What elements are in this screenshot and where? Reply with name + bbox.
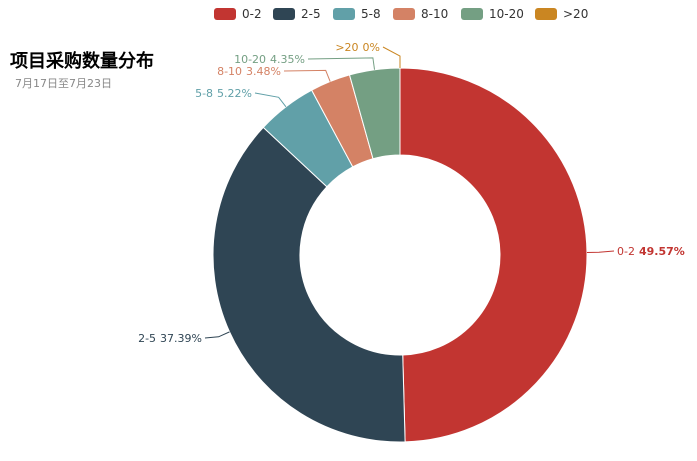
data-label-2: 5-8 5.22% <box>195 87 252 100</box>
chart-subtitle: 7月17日至7月23日 <box>15 77 112 90</box>
data-label-5: >20 0% <box>335 41 380 54</box>
data-label-category: 8-10 <box>217 65 242 78</box>
legend-item-2[interactable]: 5-8 <box>333 7 381 21</box>
legend-swatch <box>393 8 415 20</box>
data-label-1: 2-5 37.39% <box>138 332 202 345</box>
chart-title: 项目采购数量分布 <box>10 51 154 72</box>
pie-slice-1[interactable] <box>212 126 406 443</box>
data-label-value: 4.35% <box>270 53 305 66</box>
legend-label: 10-20 <box>489 7 524 21</box>
legend-swatch <box>214 8 236 20</box>
legend-swatch <box>333 8 355 20</box>
legend-label: 0-2 <box>242 7 262 21</box>
legend-item-0[interactable]: 0-2 <box>214 7 262 21</box>
legend-item-1[interactable]: 2-5 <box>273 7 321 21</box>
label-leader-line <box>382 46 401 68</box>
data-label-4: 10-20 4.35% <box>234 53 305 66</box>
data-label-value: 5.22% <box>217 87 252 100</box>
data-label-value: 0% <box>363 41 380 54</box>
legend-item-3[interactable]: 8-10 <box>393 7 448 21</box>
pie-slice-4[interactable] <box>348 67 401 160</box>
label-leader-line <box>586 250 615 253</box>
data-label-3: 8-10 3.48% <box>217 65 281 78</box>
legend-swatch <box>535 8 557 20</box>
data-label-0: 0-2 49.57% <box>617 245 685 258</box>
label-leader-line <box>283 69 331 82</box>
legend: 0-2 2-5 5-8 8-10 10-20 >20 <box>0 7 697 25</box>
legend-label: 2-5 <box>301 7 321 21</box>
data-label-category: 2-5 <box>138 332 156 345</box>
data-label-category: 10-20 <box>234 53 266 66</box>
data-label-category: 0-2 <box>617 245 635 258</box>
data-label-value: 3.48% <box>246 65 281 78</box>
data-label-value: 37.39% <box>160 332 202 345</box>
legend-label: 5-8 <box>361 7 381 21</box>
label-leader-line <box>307 57 376 70</box>
legend-item-4[interactable]: 10-20 <box>461 7 524 21</box>
label-leader-line <box>254 92 287 108</box>
legend-item-5[interactable]: >20 <box>535 7 588 21</box>
data-label-category: 5-8 <box>195 87 213 100</box>
legend-label: >20 <box>563 7 589 21</box>
pie-slice-0[interactable] <box>399 67 588 443</box>
data-label-value: 49.57% <box>639 245 685 258</box>
data-label-category: >20 <box>335 41 358 54</box>
legend-swatch <box>273 8 295 20</box>
legend-swatch <box>461 8 483 20</box>
label-leader-line <box>204 331 230 339</box>
legend-label: 8-10 <box>421 7 449 21</box>
